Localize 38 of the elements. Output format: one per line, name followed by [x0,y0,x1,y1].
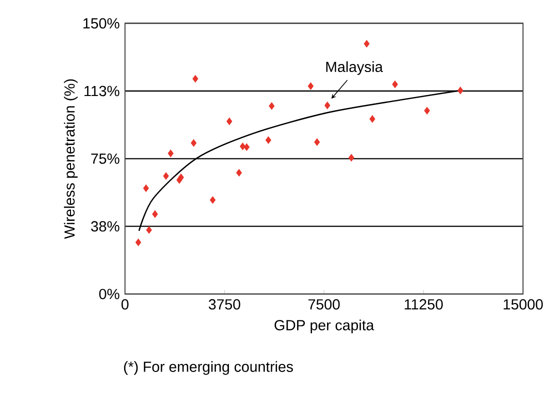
x-tick-label: 0 [121,299,128,310]
point [244,143,250,151]
point [152,210,158,218]
point [268,102,275,110]
point [135,238,142,246]
x-tick-label: 11250 [404,299,443,310]
point [392,80,398,88]
y-tick-label: 38% [91,221,120,232]
point [192,74,198,82]
point [308,82,314,90]
point [314,138,320,146]
point [348,154,354,162]
text: (*) For emerging countries [124,361,293,375]
point [364,40,370,48]
point [324,102,330,110]
point [143,184,149,192]
y-tick-label: 113% [84,86,120,96]
x-tick-label: 7500 [308,299,340,310]
y-tick-label: 150% [83,18,120,29]
annotation: Malaysia [326,61,383,75]
point [190,139,197,147]
point [210,196,216,204]
x-tick-label: 3750 [208,299,240,310]
x-tick-label: 15000 [504,299,543,310]
point [226,118,232,126]
point [265,136,272,144]
point [458,86,464,94]
y-axis-title: Wireless penetration (%) [64,79,78,239]
point [163,172,169,180]
point [236,169,242,176]
point [424,106,430,114]
point [369,115,376,123]
y-tick-label: 75% [91,154,120,164]
x-axis-title: GDP per capita [274,320,374,334]
y-tick-label: 0% [99,288,120,300]
point [178,174,184,182]
point [168,150,174,158]
point [146,226,152,234]
